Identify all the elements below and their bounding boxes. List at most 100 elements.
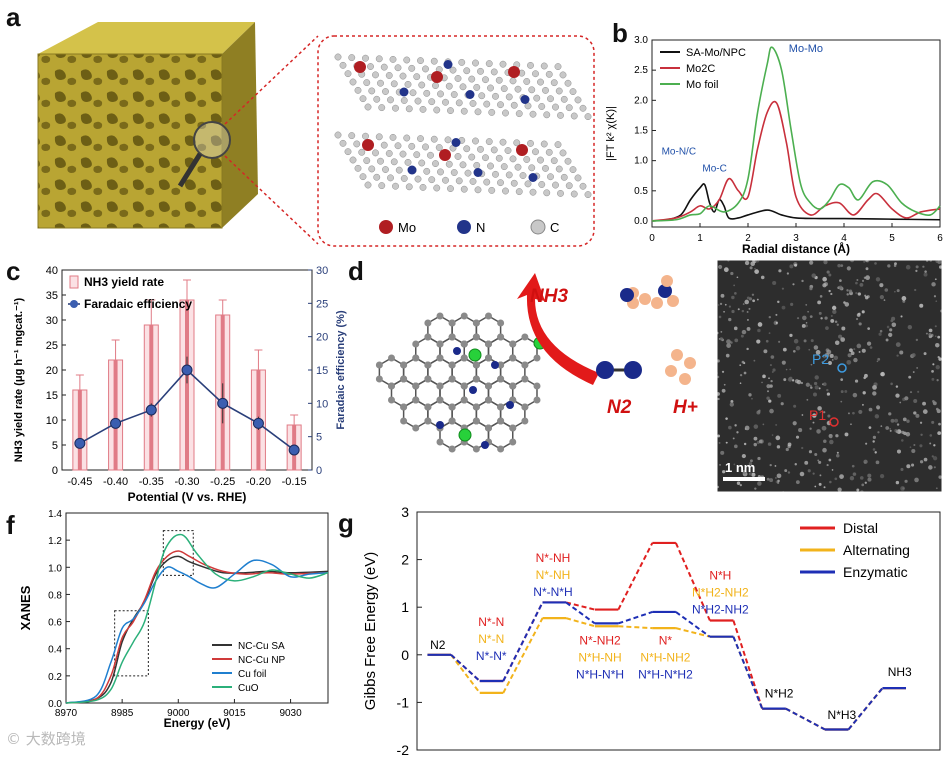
y-tick-label: 40 [46,265,58,277]
atom-speck [758,439,763,444]
energy-connector [565,601,596,611]
carbon-atom [492,92,499,100]
x-tick-label: -0.35 [139,476,164,488]
atom-speck [828,361,832,365]
atom-speck [802,315,807,321]
atom-speck [746,347,749,351]
atom-speck [914,288,917,292]
carbon-atom [413,151,421,159]
atom-speck [770,355,775,359]
series-line-2 [65,559,329,704]
energy-connector [565,601,596,625]
carbon-atom [521,403,529,411]
fe-point [145,404,157,416]
x-tick-label: -0.30 [174,476,199,488]
atom-speck [753,424,759,429]
watermark: © 大数跨境 [6,730,86,748]
atom-speck [807,469,811,473]
carbon-atom [412,424,420,432]
atom-speck [906,419,910,423]
atom-speck [821,425,827,431]
carbon-atom [468,75,476,83]
fe-point [217,397,229,409]
atom-speck [768,332,771,335]
carbon-atom [490,146,498,154]
carbon-atom [484,424,492,432]
atom-speck [872,448,876,451]
atom-speck [728,317,732,322]
atom-speck [902,299,906,303]
carbon-atom [442,176,449,184]
carbon-atom [436,396,444,404]
atom-speck [757,481,762,486]
state-label: N2 [430,638,446,652]
atom-speck [899,350,904,355]
atom-speck [785,368,788,371]
n-atom [528,173,538,182]
carbon-atom [521,375,529,383]
atom-speck [919,444,923,448]
y2-tick-label: 0 [316,465,322,477]
carbon-atom [532,70,539,78]
atom-speck [928,332,932,336]
atom-speck [720,293,725,298]
carbon-atom [484,396,492,404]
energy-connector [732,636,764,709]
state-label: N*H [709,569,731,583]
atom-speck [833,355,839,361]
carbon-atom [400,97,408,104]
carbon-atom [569,166,577,174]
atom-speck [734,424,737,427]
atom-speck [733,326,738,331]
atom-speck [866,341,872,346]
atom-speck [914,477,919,483]
atom-speck [896,449,902,454]
state-label: N*H2 [765,687,794,701]
carbon-atom [412,340,420,348]
carbon-atom [382,166,389,173]
panel-label-f: f [6,510,15,540]
panel-label-g: g [338,508,354,538]
carbon-atom [564,79,572,87]
carbon-atom [464,169,472,177]
atom-speck [939,265,942,269]
carbon-atom [448,361,456,369]
atom-speck [831,469,834,471]
carbon-atom [523,78,531,85]
atom-speck [777,479,780,483]
atom-speck [895,342,901,347]
carbon-atom [368,165,376,173]
x-tick-label: -0.45 [67,476,92,488]
legend-label: Mo foil [686,79,718,91]
carbon-atom [552,103,559,111]
carbon-atom [436,382,444,390]
atom-speck [931,282,936,287]
carbon-atom [528,164,536,172]
chart-c: 0 5 10 15 20 25 30 35 40 0 5 10 15 20 25 30 -0.45 -0.40 -0… [13,265,347,504]
carbon-atom [354,86,362,94]
carbon-atom [497,333,505,341]
y-tick-label: 30 [46,315,58,327]
carbon-atom [418,159,426,167]
atom-speck [846,289,849,292]
hex-ring [487,420,514,450]
atom-speck [823,411,826,414]
carbon-atom [405,105,413,113]
carbon-atom [454,75,462,82]
atom-speck [776,445,781,449]
carbon-atom [533,396,541,404]
atom-speck [902,417,907,422]
atom-speck [757,322,763,327]
carbon-atom [500,85,508,93]
carbon-atom [427,151,434,159]
atom-speck [734,292,737,295]
mo-atom [354,61,366,73]
atom-speck [819,295,823,298]
atom-speck [817,459,820,462]
x-axis-label: Radial distance (Å) [742,241,850,256]
carbon-atom [354,164,362,172]
carbon-atom [349,78,357,86]
atom-speck [922,409,928,414]
energy-connector [732,620,764,709]
energy-connector [675,627,711,638]
